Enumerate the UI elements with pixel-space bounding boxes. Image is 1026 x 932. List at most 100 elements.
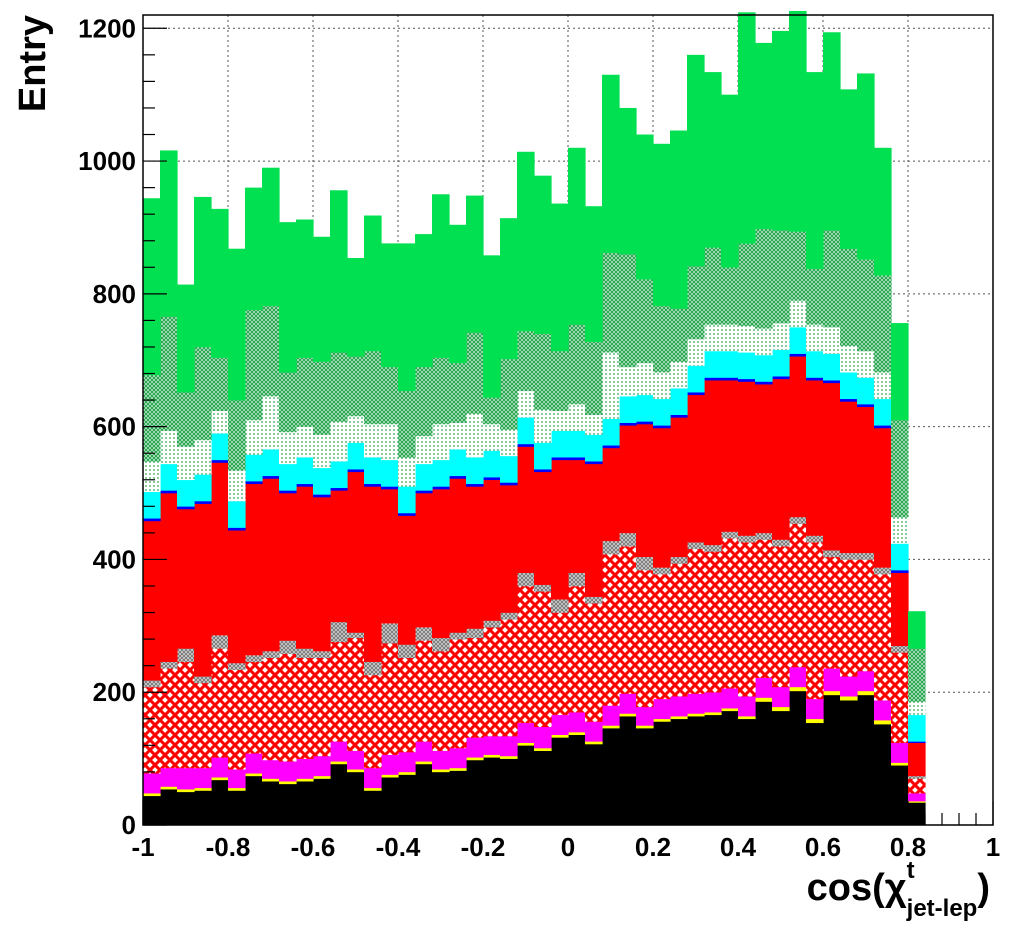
bar — [738, 535, 756, 543]
bar — [670, 716, 688, 720]
bar — [432, 486, 450, 490]
bar — [466, 628, 484, 639]
bar — [806, 350, 824, 378]
bar — [194, 439, 212, 475]
bar — [721, 688, 739, 709]
y-tick-label: 800 — [93, 279, 136, 309]
bar — [636, 728, 654, 826]
bar — [653, 718, 671, 722]
bar — [415, 463, 433, 491]
bar — [568, 147, 586, 325]
bar — [483, 627, 501, 737]
series-9 — [143, 228, 926, 702]
bar — [789, 356, 807, 518]
bar — [823, 230, 841, 328]
bar — [653, 398, 671, 426]
bar — [687, 542, 705, 550]
bar — [143, 795, 161, 826]
bar — [177, 284, 195, 393]
bar — [245, 187, 263, 311]
bar — [466, 483, 484, 487]
bar — [738, 696, 756, 717]
bar — [551, 457, 569, 461]
bar — [840, 345, 858, 373]
bar — [262, 778, 280, 782]
series-8 — [143, 300, 926, 716]
bar — [177, 506, 195, 510]
bar — [160, 316, 178, 431]
bar — [483, 477, 501, 481]
bar — [432, 771, 450, 826]
bar — [772, 378, 790, 540]
bar — [381, 489, 399, 624]
bar — [279, 222, 297, 373]
bar — [585, 603, 603, 722]
bar — [687, 713, 705, 717]
bar — [687, 548, 705, 694]
bar — [636, 394, 654, 422]
bar — [330, 352, 348, 422]
bar — [262, 396, 280, 450]
bar — [143, 491, 161, 519]
bar — [891, 323, 909, 421]
bar — [568, 430, 586, 458]
bar — [279, 490, 297, 494]
bar — [619, 532, 637, 547]
bar — [449, 475, 467, 479]
bar — [500, 485, 518, 613]
bar — [891, 420, 909, 518]
bar — [908, 775, 926, 779]
bar — [806, 268, 824, 325]
bar — [415, 493, 433, 628]
bar — [551, 734, 569, 738]
bar — [721, 350, 739, 378]
bar — [500, 619, 518, 737]
bar — [653, 143, 671, 307]
bar — [857, 552, 875, 560]
bar — [687, 265, 705, 340]
bar — [806, 722, 824, 826]
bar — [262, 478, 280, 652]
bar — [602, 252, 620, 353]
bar — [670, 308, 688, 362]
bar — [551, 599, 569, 613]
bar — [517, 331, 535, 392]
x-tick-label: 0.2 — [635, 832, 671, 862]
bar — [483, 757, 501, 826]
bar — [874, 147, 892, 276]
bar — [636, 362, 654, 396]
bar — [551, 737, 569, 826]
bar — [262, 651, 280, 658]
bar — [432, 489, 450, 639]
bar — [177, 791, 195, 826]
bar — [738, 12, 756, 244]
bar — [738, 325, 756, 353]
histogram-bars — [143, 11, 926, 826]
y-axis-title: Entry — [12, 15, 54, 112]
bar — [466, 332, 484, 414]
bar — [891, 570, 909, 574]
bar — [840, 696, 858, 701]
bar — [381, 777, 399, 826]
bar — [364, 767, 382, 789]
bar — [432, 651, 450, 751]
bar — [806, 698, 824, 720]
bar — [653, 372, 671, 400]
bar — [160, 430, 178, 465]
bar — [313, 755, 331, 777]
bar — [704, 350, 722, 378]
bar — [534, 442, 552, 470]
bar — [619, 254, 637, 368]
bar — [619, 716, 637, 826]
bar — [483, 620, 501, 628]
bar — [398, 774, 416, 826]
bar — [619, 713, 637, 717]
bar — [636, 279, 654, 364]
bar — [551, 459, 569, 600]
series-4 — [143, 516, 926, 779]
bar — [398, 657, 416, 753]
bar — [313, 775, 331, 779]
bar — [687, 693, 705, 714]
bar — [500, 455, 518, 483]
bar — [245, 661, 263, 754]
